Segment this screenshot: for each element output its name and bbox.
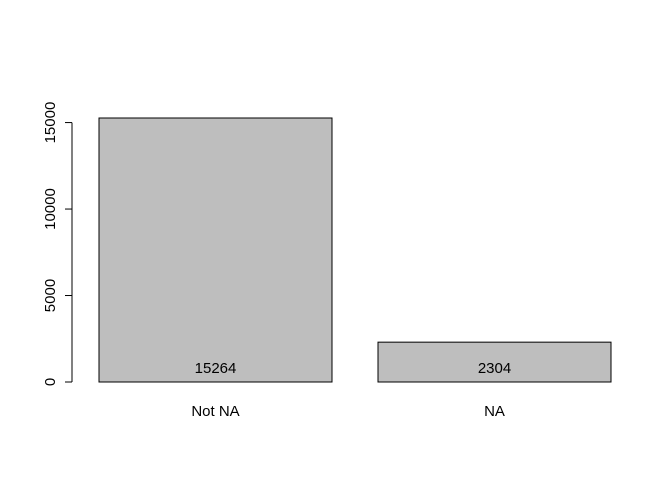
x-category-label: NA — [484, 403, 505, 420]
x-axis-labels: Not NA NA — [191, 403, 505, 420]
data-labels: 15264 2304 — [195, 360, 512, 377]
y-tick-label: 0 — [42, 378, 59, 386]
y-tick-label: 15000 — [42, 102, 59, 144]
bar — [377, 341, 612, 383]
y-tick-label: 10000 — [42, 188, 59, 230]
y-axis: 0 5000 10000 15000 — [42, 102, 73, 386]
x-category-label: Not NA — [191, 403, 239, 420]
bar-value-label: 15264 — [195, 360, 237, 377]
bar-value-label: 2304 — [478, 360, 511, 377]
y-tick-label: 5000 — [42, 279, 59, 312]
bar — [98, 117, 333, 383]
bars — [98, 117, 612, 383]
